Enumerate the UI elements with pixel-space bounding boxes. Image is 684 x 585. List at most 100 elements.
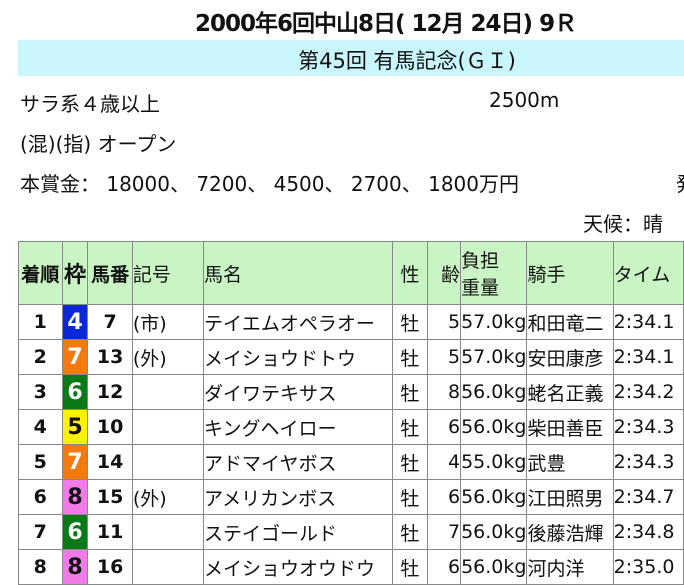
cell-mark bbox=[131, 374, 205, 410]
frame-badge: 6 bbox=[61, 374, 89, 410]
cell-name: アメリカンボス bbox=[203, 479, 393, 515]
table-row: 2 7 13 (外) メイショウドトウ牡 5 57.0kg 安田康彦 2:34.1 bbox=[18, 339, 684, 375]
cell-pos: 7 bbox=[18, 514, 63, 550]
cell-mark bbox=[131, 444, 205, 480]
header-weight-top: 負担 bbox=[461, 250, 500, 272]
frame-badge: 6 bbox=[61, 514, 89, 550]
results-table: 着順枠馬番 記号 馬名性齢負担 重量 騎手 タイム 1 4 7 (市) テイエムオペラオー牡 5 57… bbox=[18, 241, 684, 585]
cell-age: 6 bbox=[427, 409, 462, 445]
cell-name: ステイゴールド bbox=[203, 514, 393, 550]
cell-weight: 56.0kg bbox=[460, 479, 528, 515]
cell-mark bbox=[131, 514, 205, 550]
race-class: サラ系４歳以上 bbox=[20, 92, 160, 116]
cell-time: 2:34.2 bbox=[612, 374, 684, 410]
cell-name: キングヘイロー bbox=[203, 409, 393, 445]
cell-name: メイショウオウドウ bbox=[203, 549, 393, 585]
cell-num: 15 bbox=[87, 479, 133, 515]
cell-mark bbox=[131, 549, 205, 585]
cell-num: 7 bbox=[87, 304, 133, 340]
frame-badge: 5 bbox=[61, 409, 89, 445]
race-distance: 2500m bbox=[489, 88, 560, 112]
cell-sex: 牡 bbox=[391, 374, 429, 410]
cell-weight: 55.0kg bbox=[460, 444, 528, 480]
cell-mark: (外) bbox=[131, 339, 205, 375]
cell-time: 2:34.1 bbox=[612, 339, 684, 375]
header-age: 齢 bbox=[427, 241, 462, 305]
cell-weight: 56.0kg bbox=[460, 549, 528, 585]
race-date-title: 2000年6回中山8日( 12月 24日) 9Ｒ bbox=[195, 11, 577, 37]
cell-mark: (外) bbox=[131, 479, 205, 515]
cell-sex: 牡 bbox=[391, 409, 429, 445]
cell-weight: 56.0kg bbox=[460, 374, 528, 410]
header-jockey: 騎手 bbox=[526, 241, 614, 305]
cell-weight: 57.0kg bbox=[460, 304, 528, 340]
header-weight-bottom: 重量 bbox=[461, 277, 500, 299]
header-weight: 負担 重量 bbox=[460, 241, 528, 305]
cell-sex: 牡 bbox=[391, 444, 429, 480]
cell-time: 2:34.8 bbox=[612, 514, 684, 550]
cell-weight: 57.0kg bbox=[460, 339, 528, 375]
cell-jockey: 武豊 bbox=[526, 444, 614, 480]
frame-badge: 8 bbox=[61, 549, 89, 585]
cell-age: 5 bbox=[427, 339, 462, 375]
header-time: タイム bbox=[612, 241, 684, 305]
frame-badge: 8 bbox=[61, 479, 89, 515]
header-name: 馬名 bbox=[203, 241, 393, 305]
cell-num: 16 bbox=[87, 549, 133, 585]
cell-age: 4 bbox=[427, 444, 462, 480]
cell-age: 7 bbox=[427, 514, 462, 550]
cell-pos: 3 bbox=[18, 374, 63, 410]
race-name-band bbox=[18, 40, 684, 76]
cell-weight: 56.0kg bbox=[460, 409, 528, 445]
cell-age: 8 bbox=[427, 374, 462, 410]
header-sex: 性 bbox=[391, 241, 429, 305]
cell-name: メイショウドトウ bbox=[203, 339, 393, 375]
cell-num: 13 bbox=[87, 339, 133, 375]
cell-pos: 1 bbox=[18, 304, 63, 340]
table-row: 5 7 14 アドマイヤボス牡 4 55.0kg 武豊 2:34.3 bbox=[18, 444, 684, 480]
frame-badge: 7 bbox=[61, 339, 89, 375]
cell-name: アドマイヤボス bbox=[203, 444, 393, 480]
cell-sex: 牡 bbox=[391, 514, 429, 550]
cell-jockey: 江田照男 bbox=[526, 479, 614, 515]
cell-time: 2:35.0 bbox=[612, 549, 684, 585]
cell-mark bbox=[131, 409, 205, 445]
weather: 天候：晴 bbox=[583, 212, 663, 236]
cell-pos: 8 bbox=[18, 549, 63, 585]
frame-badge: 4 bbox=[61, 304, 89, 340]
cell-time: 2:34.7 bbox=[612, 479, 684, 515]
cell-sex: 牡 bbox=[391, 304, 429, 340]
cell-num: 10 bbox=[87, 409, 133, 445]
cell-name: テイエムオペラオー bbox=[203, 304, 393, 340]
race-name: 第45回 有馬記念(ＧＩ) bbox=[298, 49, 516, 73]
cell-jockey: 河内洋 bbox=[526, 549, 614, 585]
race-conditions: (混)(指) オープン bbox=[20, 132, 177, 156]
table-row: 7 6 11 ステイゴールド牡 7 56.0kg 後藤浩輝 2:34.8 bbox=[18, 514, 684, 550]
table-row: 8 8 16 メイショウオウドウ牡 6 56.0kg 河内洋 2:35.0 bbox=[18, 549, 684, 585]
frame-badge: 7 bbox=[61, 444, 89, 480]
header-frame: 枠 bbox=[61, 241, 89, 305]
table-row: 6 8 15 (外) アメリカンボス牡 6 56.0kg 江田照男 2:34.7 bbox=[18, 479, 684, 515]
cell-sex: 牡 bbox=[391, 549, 429, 585]
table-row: 4 5 10 キングヘイロー牡 6 56.0kg 柴田善臣 2:34.3 bbox=[18, 409, 684, 445]
cell-num: 11 bbox=[87, 514, 133, 550]
cell-mark: (市) bbox=[131, 304, 205, 340]
cell-weight: 56.0kg bbox=[460, 514, 528, 550]
cell-time: 2:34.3 bbox=[612, 444, 684, 480]
cell-age: 6 bbox=[427, 479, 462, 515]
cell-jockey: 後藤浩輝 bbox=[526, 514, 614, 550]
cell-name: ダイワテキサス bbox=[203, 374, 393, 410]
cell-pos: 2 bbox=[18, 339, 63, 375]
cell-num: 12 bbox=[87, 374, 133, 410]
header-num: 馬番 bbox=[87, 241, 133, 305]
header-pos: 着順 bbox=[18, 241, 63, 305]
cell-sex: 牡 bbox=[391, 479, 429, 515]
cell-age: 6 bbox=[427, 549, 462, 585]
cell-age: 5 bbox=[427, 304, 462, 340]
cell-jockey: 柴田善臣 bbox=[526, 409, 614, 445]
cell-jockey: 和田竜二 bbox=[526, 304, 614, 340]
table-row: 1 4 7 (市) テイエムオペラオー牡 5 57.0kg 和田竜二 2:34.1 bbox=[18, 304, 684, 340]
cell-time: 2:34.1 bbox=[612, 304, 684, 340]
cell-num: 14 bbox=[87, 444, 133, 480]
cell-pos: 6 bbox=[18, 479, 63, 515]
